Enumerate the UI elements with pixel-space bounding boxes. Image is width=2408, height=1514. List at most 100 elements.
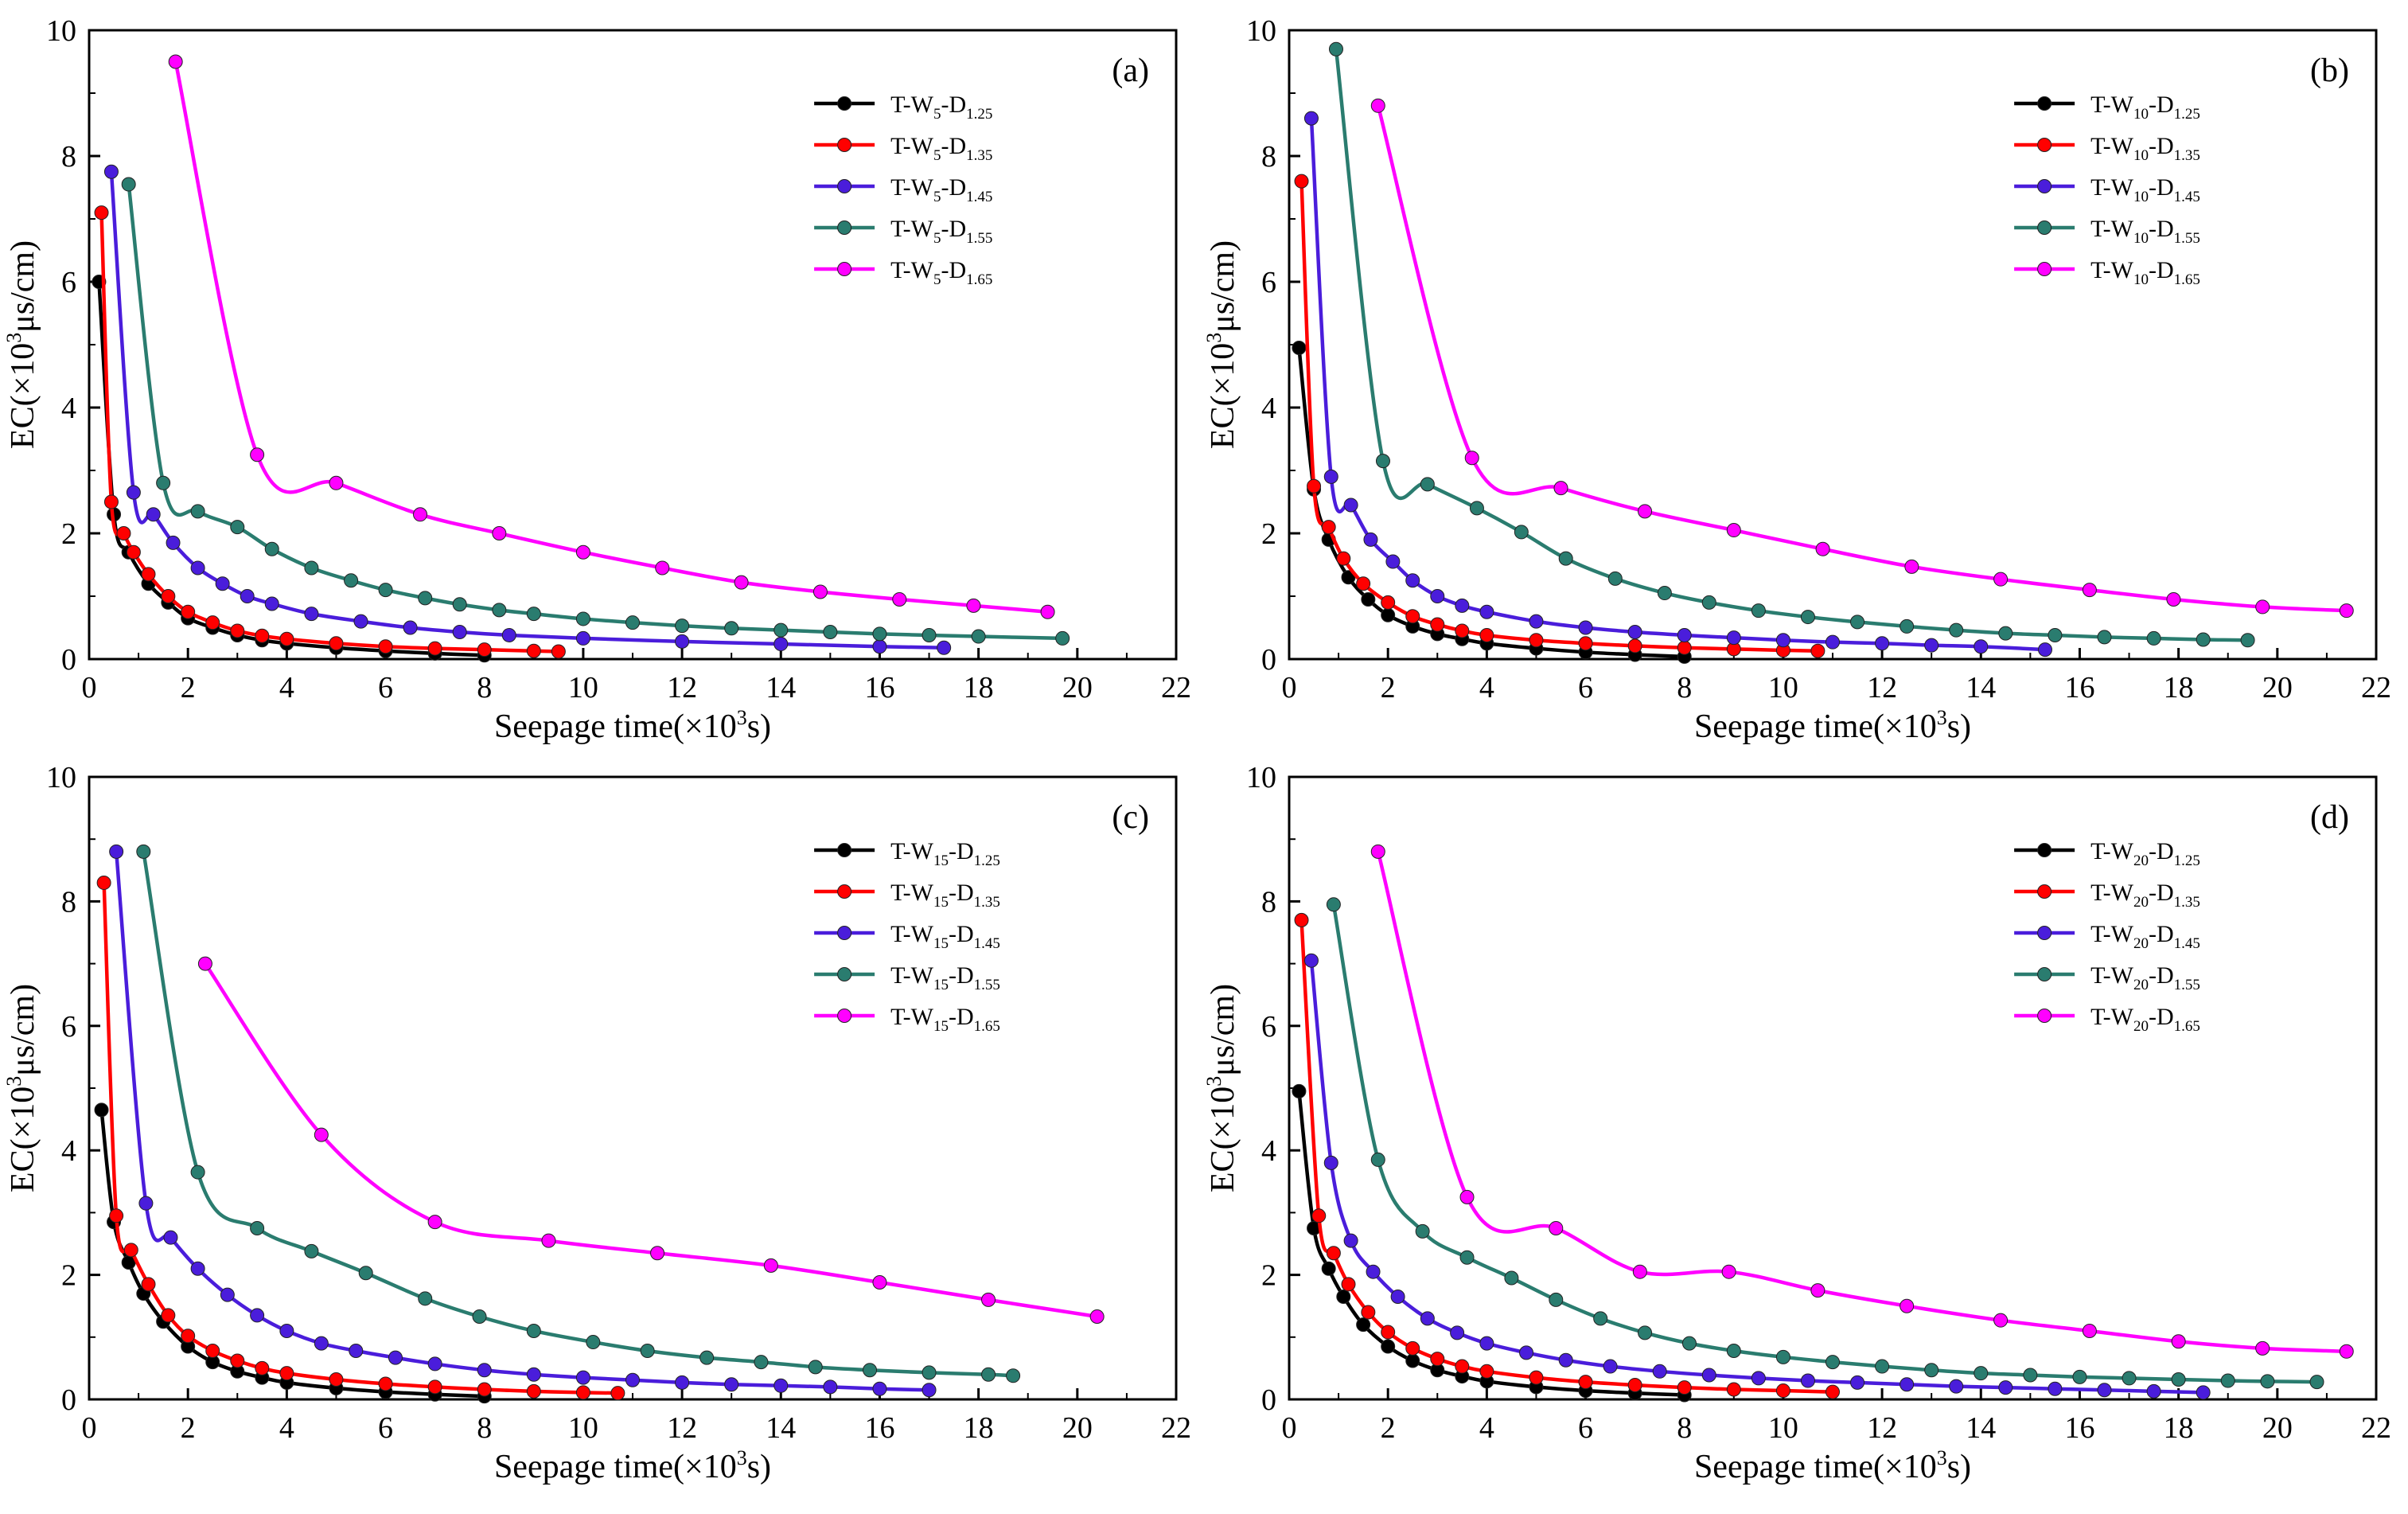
data-point <box>314 1127 329 1142</box>
data-point <box>230 520 245 535</box>
data-point <box>1632 1264 1647 1279</box>
data-point <box>1420 477 1435 492</box>
x-tick-label: 16 <box>864 671 894 704</box>
legend-item-0: T-W15-D1.25 <box>814 838 1000 869</box>
data-point <box>304 560 319 576</box>
data-point <box>1627 625 1642 640</box>
data-point <box>1677 1380 1692 1395</box>
data-point <box>1627 638 1642 654</box>
legend-d-value: 1.25 <box>966 106 992 123</box>
legend-label: T-W10-D1.35 <box>2090 133 2200 164</box>
data-point <box>255 628 270 643</box>
data-point <box>1450 1325 1465 1340</box>
series-a-3 <box>121 177 1070 646</box>
data-point <box>329 636 344 651</box>
data-point <box>922 1383 937 1398</box>
data-point <box>1815 541 1830 556</box>
data-point <box>2146 1383 2161 1399</box>
data-point <box>166 535 181 550</box>
data-point <box>922 1365 937 1380</box>
data-point <box>1385 554 1401 569</box>
data-point <box>1405 609 1420 624</box>
data-point <box>981 1367 996 1382</box>
legend-label: T-W20-D1.25 <box>2090 838 2200 869</box>
data-point <box>1459 1189 1475 1204</box>
data-point <box>126 485 141 500</box>
x-tick-label: 14 <box>1966 1411 1996 1445</box>
legend-prefix: T-W <box>2090 880 2134 906</box>
legend-item-2: T-W20-D1.45 <box>2014 921 2200 952</box>
legend-label: T-W10-D1.65 <box>2090 257 2200 288</box>
x-tick-label: 18 <box>2164 671 2194 704</box>
data-point <box>575 1385 590 1400</box>
data-point <box>808 1360 823 1375</box>
legend-marker <box>837 262 852 276</box>
plot-frame <box>88 29 1178 661</box>
legend-marker <box>2037 179 2052 193</box>
legend-marker <box>837 138 852 152</box>
legend-prefix: T-W <box>2090 216 2134 242</box>
data-point <box>1850 615 1865 630</box>
data-point <box>1311 1208 1327 1223</box>
x-tick-label: 6 <box>1578 1411 1593 1445</box>
legend-d-value: 1.35 <box>966 147 992 164</box>
legend-marker <box>2037 843 2052 857</box>
legend-mid: -D <box>2149 92 2174 118</box>
x-tick-label: 16 <box>2064 1411 2094 1445</box>
data-point <box>103 164 119 179</box>
data-point <box>264 596 279 611</box>
series-d-4 <box>1370 844 2354 1359</box>
data-point <box>197 956 212 971</box>
series-line <box>1376 851 2347 1354</box>
data-point <box>1405 573 1420 588</box>
legend-mid: -D <box>941 174 967 201</box>
y-tick-label: 2 <box>1261 517 1276 551</box>
legend-d-value: 1.25 <box>974 853 1000 869</box>
data-point <box>314 1336 329 1351</box>
y-axis-title-main: EC(×10 <box>1205 343 1241 449</box>
data-point <box>2037 642 2052 657</box>
data-point <box>610 1386 625 1401</box>
legend-item-1: T-W5-D1.35 <box>814 133 992 164</box>
data-point <box>2255 599 2270 615</box>
data-point <box>1549 1292 1564 1307</box>
data-point <box>141 567 156 582</box>
data-point <box>1677 640 1692 655</box>
x-tick-label: 18 <box>964 1411 994 1445</box>
data-point <box>2339 603 2354 618</box>
data-point <box>1751 603 1766 618</box>
legend-label: T-W15-D1.25 <box>890 838 1000 869</box>
data-point <box>1924 638 1939 653</box>
data-point <box>1294 912 1309 927</box>
data-point <box>427 641 442 656</box>
legend-d-value: 1.45 <box>974 935 1000 952</box>
data-point <box>304 1243 319 1258</box>
x-tick-label: 6 <box>378 1411 393 1445</box>
data-point <box>2097 630 2112 645</box>
data-point <box>1810 1283 1825 1298</box>
legend-mid: -D <box>2149 133 2174 159</box>
data-point <box>190 560 205 576</box>
data-point <box>126 544 141 560</box>
legend-mid: -D <box>941 216 967 242</box>
x-tick-label: 22 <box>2361 1411 2391 1445</box>
series-line <box>109 171 945 650</box>
y-tick-label: 2 <box>61 517 76 551</box>
legend-mid: -D <box>949 880 974 906</box>
data-point <box>477 1382 492 1397</box>
legend-label: T-W10-D1.25 <box>2090 92 2200 123</box>
data-point <box>971 629 986 644</box>
legend-mid: -D <box>941 133 967 159</box>
legend-w-value: 20 <box>2133 935 2149 952</box>
data-point <box>763 1258 778 1273</box>
legend-label: T-W15-D1.65 <box>890 1004 1000 1035</box>
y-tick-label: 6 <box>61 1010 76 1044</box>
legend-label: T-W20-D1.65 <box>2090 1004 2200 1035</box>
data-point <box>1998 1380 2013 1395</box>
legend-mid: -D <box>2149 257 2174 283</box>
data-point <box>575 611 590 626</box>
data-point <box>1998 626 2013 641</box>
legend-item-1: T-W15-D1.35 <box>814 880 1000 911</box>
series-c-1 <box>96 875 625 1401</box>
